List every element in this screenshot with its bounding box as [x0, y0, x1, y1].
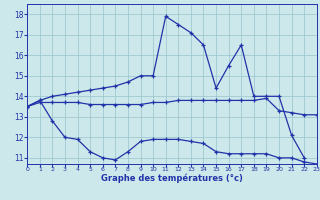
X-axis label: Graphe des températures (°c): Graphe des températures (°c)	[101, 174, 243, 183]
